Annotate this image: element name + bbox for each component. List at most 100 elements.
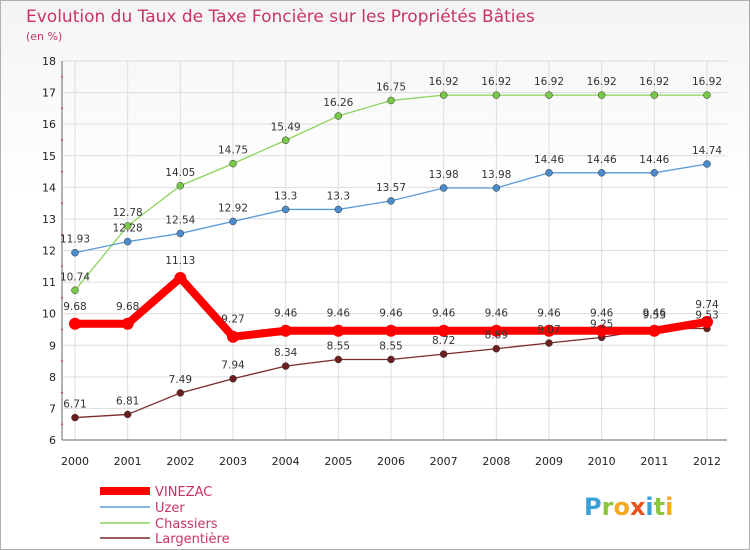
y-minor-tick-15 [61,138,63,141]
label-uzer-2003: 12.92 [218,202,248,214]
label-vinezac-2007: 9.46 [432,308,456,320]
x-tick-label-2008: 2008 [482,455,510,468]
y-minor-tick-13 [61,202,63,205]
label-chassiers-2010: 16.92 [587,76,617,88]
y-minor-tick-12 [61,233,63,236]
x-tick-label-2010: 2010 [588,455,616,468]
y-minor-tick-11 [61,265,63,268]
x-tick-label-2001: 2001 [114,455,142,468]
point-largentire-2001 [123,410,132,419]
point-largentire-2009 [545,339,553,347]
point-largentire-2002 [176,389,185,397]
label-largentire-2005: 8.55 [327,340,350,352]
y-minor-tick-10 [61,296,63,299]
point-chassiers-2001 [123,222,132,230]
point-largentire-2008 [492,344,501,353]
point-vinezac-2011 [648,324,661,337]
point-uzer-2012 [703,160,711,168]
point-vinezac-2001 [121,317,134,330]
label-vinezac-2001: 9.68 [116,301,139,313]
label-vinezac-2005: 9.46 [327,308,351,320]
label-chassiers-2002: 14.05 [165,167,195,179]
label-vinezac-2008: 9.46 [485,308,509,320]
point-chassiers-2000 [71,286,79,295]
label-largentire-2009: 9.07 [537,324,560,336]
point-vinezac-2010 [595,324,608,337]
axes: 6 7 8 9 10 11 12 13 14 15 16 17 18 2000 2001 2002 2003 20… [42,55,727,468]
point-largentire-2006 [387,355,395,364]
point-largentire-2003 [229,374,237,383]
logo-letter: i [645,493,653,521]
y-tick-label-18: 18 [42,55,56,68]
x-tick-label-2007: 2007 [430,455,458,468]
point-largentire-2004 [281,362,290,370]
label-chassiers-2000: 10.74 [60,271,90,283]
point-chassiers-2009 [545,91,553,99]
data-labels: 9.68 9.68 11.13 9.27 9.46 9.46 9.46 9.46 9.46 9.4… [60,76,722,410]
point-uzer-2009 [545,169,553,177]
point-uzer-2000 [71,248,79,257]
chart-title: Evolution du Taux de Taxe Foncière sur l… [26,7,535,27]
x-tick-label-2009: 2009 [535,455,563,468]
logo-letter: o [613,493,630,521]
point-chassiers-2008 [492,91,501,99]
label-largentire-2010: 9.25 [590,318,613,330]
point-vinezac-2008 [490,324,503,337]
point-uzer-2007 [439,184,448,192]
label-vinezac-2002: 11.13 [165,255,195,267]
y-tick-label-15: 15 [42,150,56,163]
y-tick-label-11: 11 [42,276,56,289]
point-chassiers-2006 [387,96,395,105]
point-chassiers-2004 [281,136,290,145]
logo-letter: x [630,493,646,521]
point-largentire-2005 [334,355,343,364]
label-chassiers-2004: 15.49 [271,121,301,133]
label-chassiers-2005: 16.26 [323,97,353,109]
y-minor-tick-16 [61,107,63,110]
point-uzer-2010 [597,169,606,177]
label-chassiers-2009: 16.92 [534,76,564,88]
label-uzer-2010: 14.46 [587,154,617,166]
point-chassiers-2012 [703,91,711,99]
proxiti-logo: Proxiti [584,493,673,521]
label-largentire-2000: 6.71 [63,399,86,411]
x-tick-label-2006: 2006 [377,455,405,468]
y-minor-tick-7 [61,391,63,394]
logo-letter: P [584,493,602,521]
logo-letter: t [654,493,665,521]
grid [63,60,727,441]
point-largentire-2007 [439,350,448,358]
point-vinezac-2004 [279,324,292,337]
label-uzer-2002: 12.54 [165,214,195,226]
x-tick-label-2003: 2003 [219,455,247,468]
legend-label-vinezac: VINEZAC [155,485,212,500]
label-vinezac-2004: 9.46 [274,308,298,320]
y-minor-tick-9 [61,328,63,331]
label-uzer-2006: 13.57 [376,182,406,194]
point-uzer-2004 [281,205,290,214]
label-chassiers-2011: 16.92 [639,76,669,88]
point-uzer-2006 [387,197,395,205]
point-chassiers-2002 [176,182,185,190]
point-largentire-2000 [71,413,79,422]
y-tick-label-8: 8 [49,371,56,384]
point-uzer-2008 [492,184,501,192]
label-uzer-2009: 14.46 [534,154,564,166]
point-vinezac-2002 [174,271,187,284]
logo-letter: r [602,493,614,521]
label-uzer-2011: 14.46 [639,154,669,166]
point-chassiers-2003 [229,159,237,168]
label-largentire-2012: 9.53 [695,310,718,322]
label-vinezac-2012: 9.74 [695,299,719,311]
y-minor-tick-14 [61,170,63,173]
label-chassiers-2008: 16.92 [481,76,511,88]
label-chassiers-2003: 14.75 [218,145,248,157]
label-uzer-2004: 13.3 [274,190,297,202]
point-uzer-2003 [229,217,237,226]
y-tick-label-12: 12 [42,245,56,258]
y-tick-label-17: 17 [42,87,56,100]
label-vinezac-2006: 9.46 [379,308,403,320]
point-chassiers-2007 [439,91,448,99]
